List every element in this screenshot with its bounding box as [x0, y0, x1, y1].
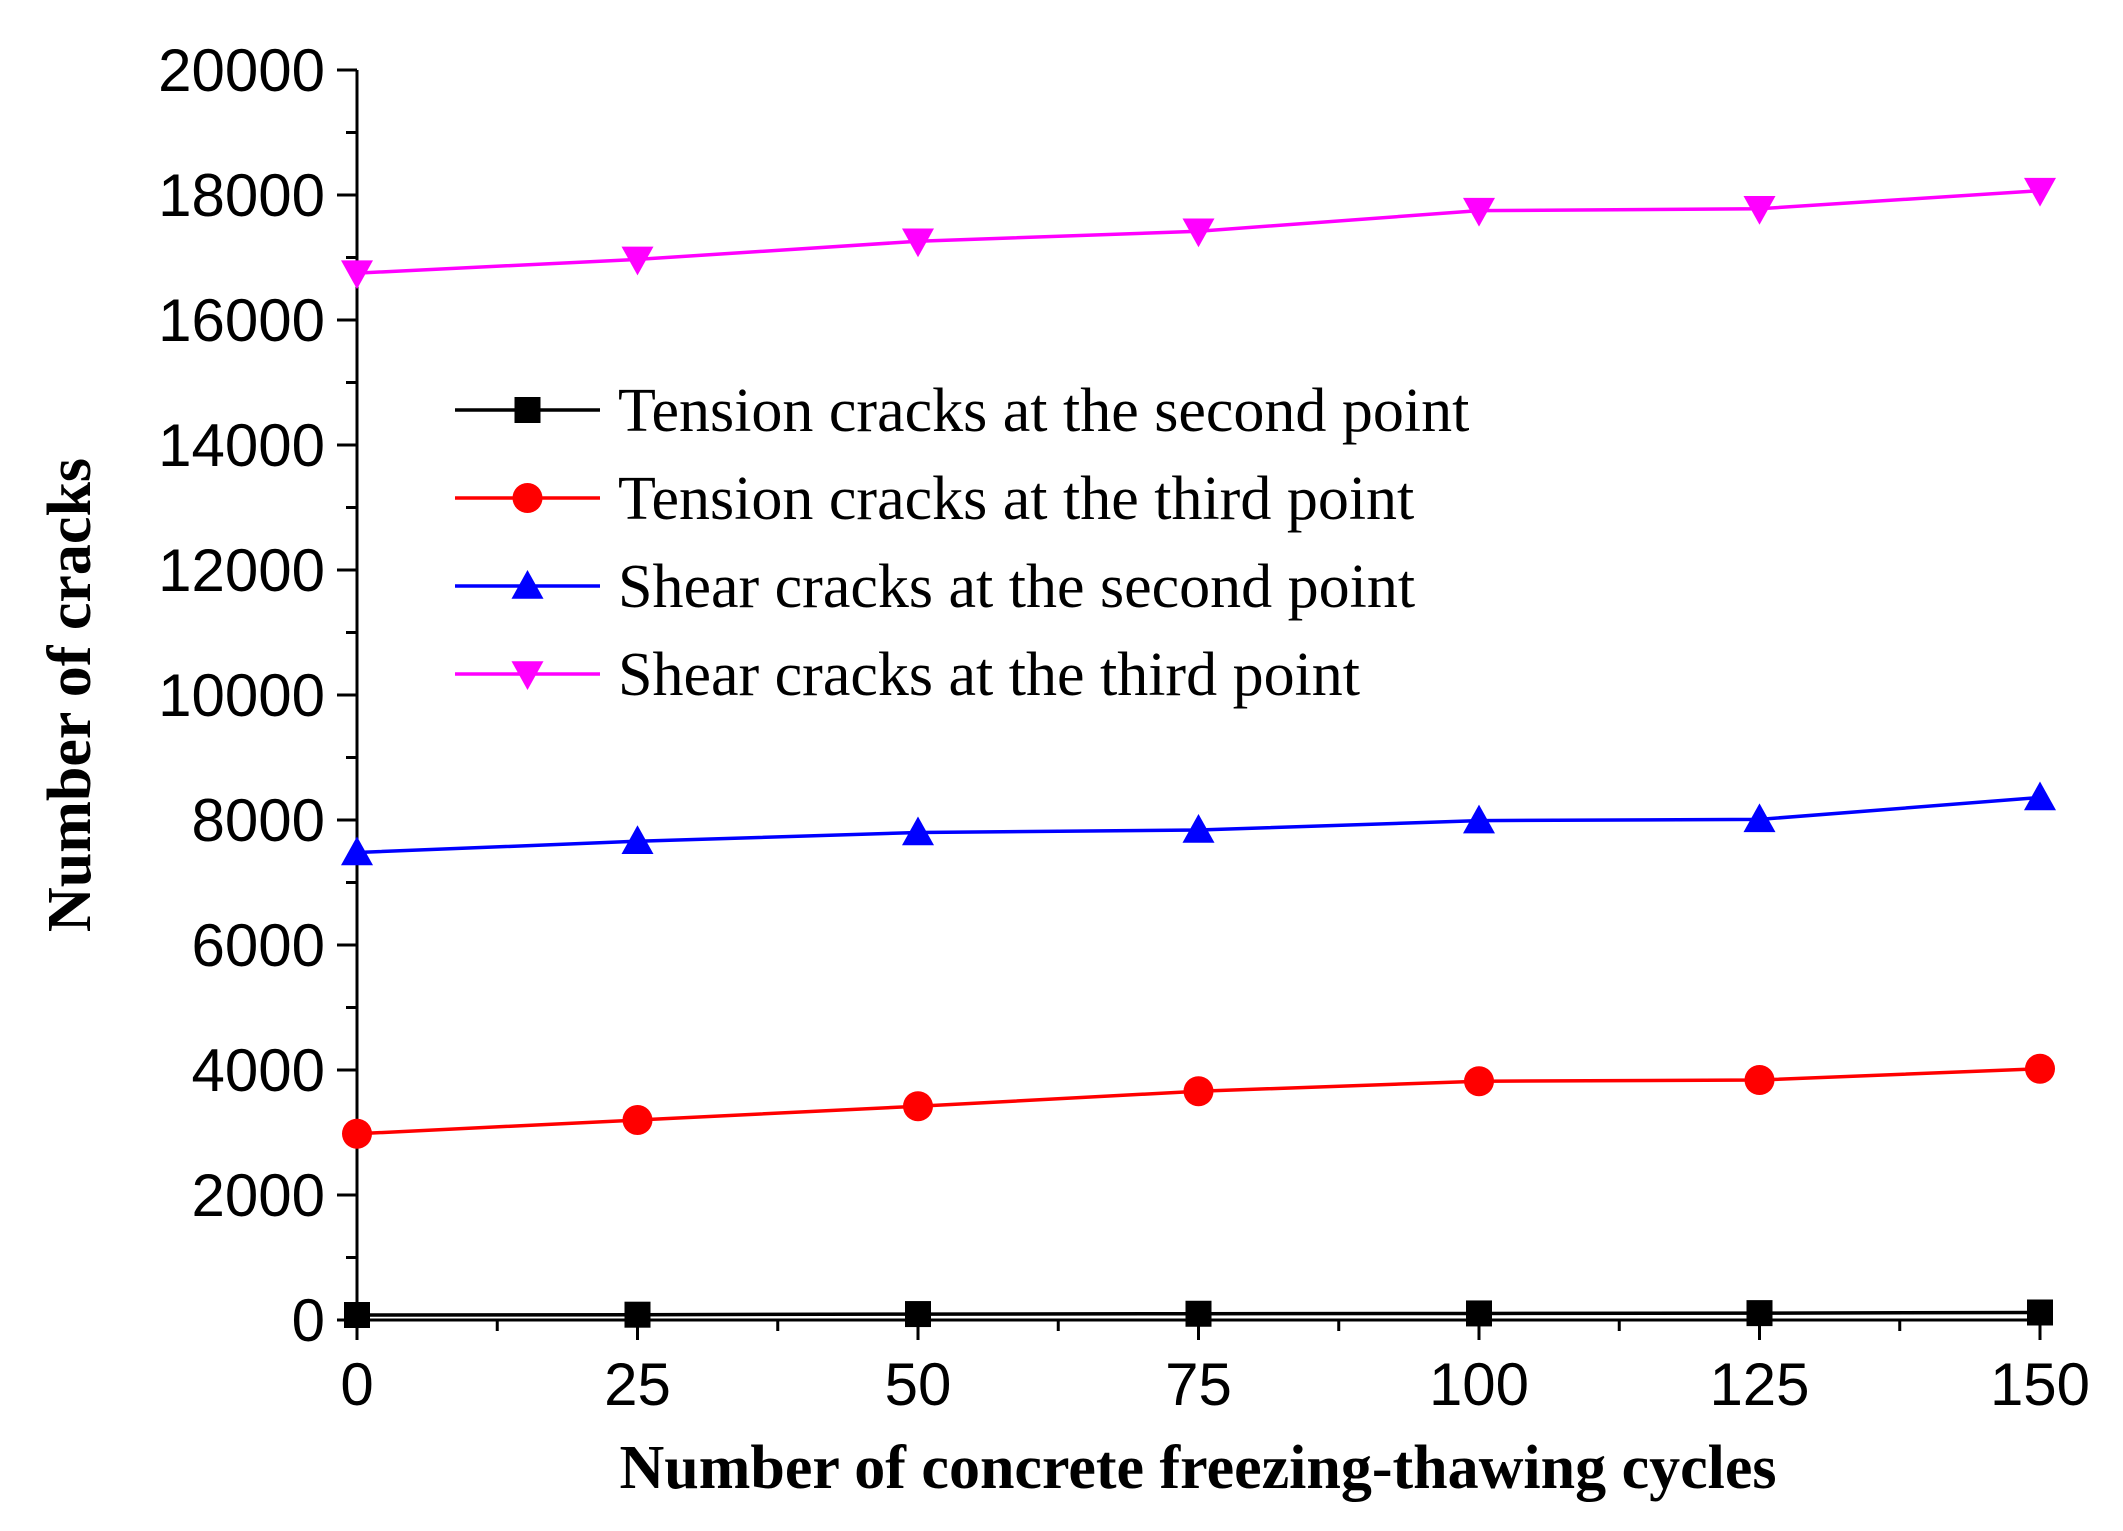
data-point — [1182, 218, 1215, 248]
data-point — [1464, 1066, 1494, 1097]
data-point — [622, 1105, 653, 1135]
data-point — [621, 825, 654, 855]
x-tick-label: 25 — [604, 1351, 671, 1418]
legend-item: Tension cracks at the second point — [455, 377, 1469, 445]
legend-item: Tension cracks at the third point — [455, 465, 1414, 533]
x-tick-label: 50 — [885, 1351, 952, 1418]
data-point — [2024, 177, 2056, 207]
y-tick-label: 6000 — [192, 912, 325, 979]
legend-marker — [512, 483, 543, 513]
legend-marker — [511, 570, 544, 599]
data-point — [1743, 803, 1776, 833]
legend: Tension cracks at the second point Tensio… — [455, 377, 1469, 709]
y-tick-label: 0 — [292, 1287, 325, 1354]
data-point — [903, 1091, 933, 1122]
axes: 0 2000 4000 6000 8000 10000 12000 14000 16000 180… — [158, 37, 2090, 1418]
series-layer — [341, 177, 2056, 1328]
x-tick-label: 0 — [340, 1351, 373, 1418]
legend-label: Tension cracks at the third point — [618, 465, 1414, 533]
data-point — [1744, 1065, 1775, 1095]
data-point — [2027, 1299, 2053, 1326]
y-tick-label: 4000 — [192, 1037, 325, 1104]
legend-item: Shear cracks at the third point — [455, 641, 1360, 709]
y-axis-title: Number of cracks — [36, 458, 104, 932]
y-tick-label: 2000 — [192, 1162, 325, 1229]
data-point — [1463, 804, 1495, 834]
data-point — [902, 816, 934, 846]
data-point — [1183, 1076, 1214, 1107]
data-point — [1185, 1300, 1212, 1327]
legend-label: Shear cracks at the second point — [618, 553, 1415, 621]
legend-marker — [514, 397, 541, 423]
data-point — [1182, 814, 1215, 843]
legend-marker — [511, 661, 544, 690]
y-tick-label: 8000 — [192, 787, 325, 854]
x-tick-label: 150 — [1990, 1351, 2090, 1418]
y-tick-label: 16000 — [158, 287, 325, 354]
series-3 — [341, 781, 2056, 866]
data-point — [342, 1118, 372, 1149]
data-point — [344, 1302, 370, 1328]
data-point — [2025, 1053, 2055, 1084]
data-point — [905, 1301, 931, 1328]
y-tick-label: 18000 — [158, 162, 325, 229]
series-1 — [344, 1299, 2053, 1328]
y-tick-label: 20000 — [158, 37, 325, 104]
legend-label: Tension cracks at the second point — [618, 377, 1469, 445]
x-tick-label: 75 — [1165, 1351, 1232, 1418]
legend-label: Shear cracks at the third point — [618, 641, 1360, 709]
data-point — [2024, 781, 2056, 811]
data-point — [1743, 195, 1776, 225]
data-point — [1466, 1300, 1492, 1327]
data-point — [1463, 197, 1495, 227]
legend-item: Shear cracks at the second point — [455, 553, 1415, 621]
x-tick-label: 100 — [1429, 1351, 1529, 1418]
data-point — [621, 246, 654, 276]
data-point — [341, 260, 373, 290]
y-tick-label: 14000 — [158, 412, 325, 479]
series-2 — [342, 1053, 2055, 1149]
data-point — [1746, 1300, 1773, 1327]
data-point — [624, 1301, 651, 1328]
x-axis-title: Number of concrete freezing-thawing cycl… — [619, 1434, 1776, 1502]
y-tick-label: 10000 — [158, 662, 325, 729]
data-point — [341, 836, 373, 866]
x-tick-label: 125 — [1709, 1351, 1809, 1418]
data-point — [902, 228, 934, 258]
series-4 — [341, 177, 2056, 290]
y-tick-label: 12000 — [158, 537, 325, 604]
